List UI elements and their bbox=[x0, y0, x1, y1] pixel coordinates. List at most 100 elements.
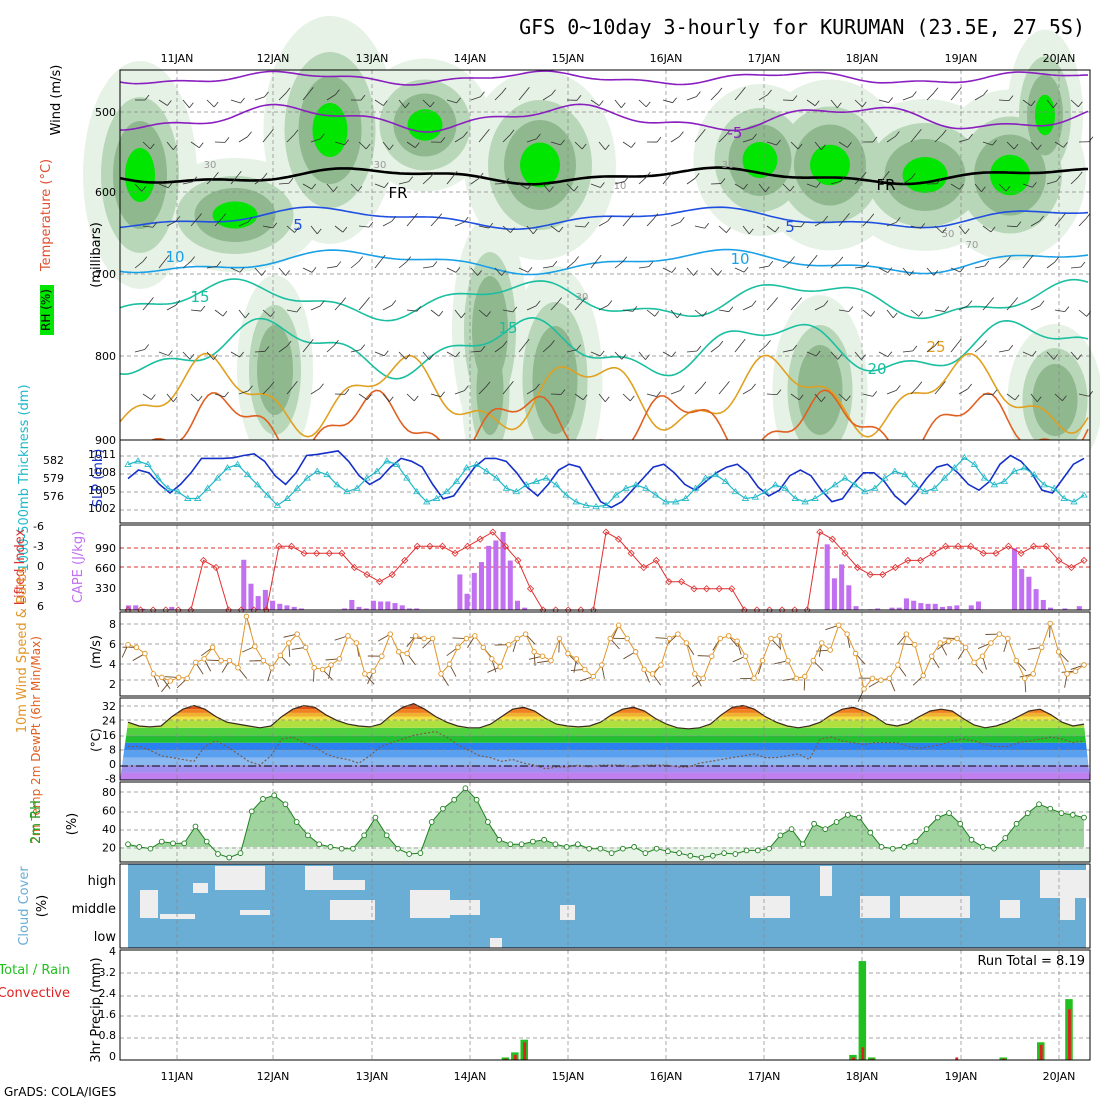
lifted-index-point bbox=[992, 549, 1000, 557]
upper-wind-barb bbox=[974, 94, 984, 101]
upper-wind-barb bbox=[286, 386, 294, 395]
upper-wind-barb-flag bbox=[264, 346, 270, 352]
upper-wind-barb bbox=[662, 267, 673, 273]
upper-wind-barb bbox=[262, 386, 271, 395]
upper-wind-barb bbox=[734, 92, 742, 101]
upper-wind-barb-flag bbox=[480, 91, 485, 98]
rh2m-unit-label: (%) bbox=[65, 813, 80, 836]
isotherm-minus5 bbox=[119, 103, 1089, 133]
upper-wind-barb bbox=[230, 267, 241, 273]
upper-wind-barb-flag bbox=[1039, 215, 1044, 222]
upper-wind-barb bbox=[406, 218, 414, 227]
upper-wind-barb bbox=[718, 309, 729, 313]
rh2m-point bbox=[912, 838, 919, 845]
upper-wind-barb bbox=[214, 393, 225, 398]
rh2m-point bbox=[395, 845, 401, 852]
upper-wind-barb-flag bbox=[460, 312, 466, 319]
upper-wind-barb bbox=[950, 267, 961, 273]
wind10m-point bbox=[150, 671, 157, 677]
lifted-index-point bbox=[275, 542, 283, 550]
upper-wind-barb-flag bbox=[823, 300, 829, 306]
rh-tick: 80 bbox=[102, 786, 116, 799]
upper-wind-barb bbox=[286, 134, 295, 143]
upper-wind-barb-flag bbox=[264, 91, 269, 98]
upper-wind-barb bbox=[1054, 141, 1064, 148]
upper-wind-barb bbox=[646, 218, 655, 227]
upper-wind-barb bbox=[238, 309, 246, 319]
upper-wind-barb bbox=[166, 221, 177, 227]
upper-wind-barb-flag bbox=[142, 256, 148, 262]
upper-wind-barb bbox=[262, 225, 273, 229]
upper-wind-barb bbox=[398, 99, 406, 109]
thickness-point bbox=[960, 453, 969, 461]
upper-wind-barb bbox=[814, 141, 822, 150]
rh2m-point bbox=[968, 836, 975, 843]
rh-shade-green bbox=[902, 157, 948, 193]
wind10m-point bbox=[945, 638, 952, 644]
rh2m-point bbox=[327, 844, 334, 850]
upper-wind-barb-flag bbox=[982, 340, 987, 346]
upper-wind-barb-flag bbox=[696, 91, 701, 97]
thickness-point bbox=[552, 481, 560, 488]
cloud-gap bbox=[215, 866, 265, 890]
upper-wind-barb-flag bbox=[934, 340, 940, 347]
thickness-point bbox=[612, 491, 620, 498]
upper-wind-barb bbox=[142, 225, 153, 228]
wind10m-point bbox=[683, 640, 690, 646]
thickness-point bbox=[701, 474, 710, 481]
cape-bar bbox=[507, 560, 513, 610]
upper-wind-barb bbox=[758, 183, 766, 192]
upper-wind-barb bbox=[886, 389, 897, 395]
thickness-point bbox=[203, 484, 212, 491]
lifted-index-point bbox=[904, 556, 912, 564]
upper-wind-barb bbox=[830, 261, 840, 269]
rh-shade-green bbox=[810, 144, 850, 186]
thickness-point bbox=[662, 498, 670, 505]
rh2m-point bbox=[293, 819, 300, 825]
upper-wind-barb-flag bbox=[366, 394, 372, 400]
temp-color-band bbox=[120, 772, 1090, 780]
rh2m-point bbox=[811, 820, 817, 827]
thickness-point bbox=[672, 498, 680, 505]
upper-wind-barb-flag bbox=[933, 87, 939, 94]
wind10m-point bbox=[1081, 662, 1087, 668]
upper-wind-barb bbox=[502, 134, 511, 143]
slp-tick: 1011 bbox=[88, 448, 116, 461]
upper-wind-barb-flag bbox=[172, 396, 178, 403]
upper-wind-barb-flag bbox=[408, 176, 414, 182]
day-label-top: 20JAN bbox=[1043, 52, 1076, 65]
upper-wind-barb-flag bbox=[456, 97, 461, 104]
thickness-point bbox=[442, 487, 451, 495]
upper-wind-barb-flag bbox=[551, 89, 556, 95]
upper-wind-barb-flag bbox=[432, 261, 438, 267]
day-label-bottom: 17JAN bbox=[748, 1070, 781, 1083]
thickness-point bbox=[213, 474, 222, 481]
upper-wind-barb bbox=[1078, 218, 1087, 227]
cape-bar bbox=[831, 578, 837, 610]
wind10m-point bbox=[455, 644, 461, 651]
thickness-point bbox=[174, 487, 182, 495]
upper-wind-barb-flag bbox=[933, 270, 939, 276]
upper-wind-barb-flag bbox=[598, 100, 604, 106]
upper-wind-barb bbox=[598, 220, 608, 227]
upper-wind-barb bbox=[302, 92, 310, 101]
upper-wind-barb-flag bbox=[838, 256, 844, 263]
rh-shade-dark bbox=[532, 326, 578, 434]
temp-tick: 16 bbox=[102, 729, 116, 742]
upper-wind-barb-flag bbox=[1014, 394, 1020, 401]
wind10m-point bbox=[176, 674, 182, 681]
upper-wind-barb bbox=[1006, 302, 1014, 311]
upper-wind-barb bbox=[302, 343, 310, 353]
upper-wind-barb-flag bbox=[560, 139, 565, 146]
precip-panel-frame bbox=[119, 949, 1091, 1061]
rh2m-point bbox=[552, 841, 559, 848]
lifted-index-point bbox=[891, 563, 899, 572]
upper-wind-barb-flag bbox=[797, 143, 803, 150]
wind10m-point bbox=[937, 640, 943, 646]
upper-wind-barb bbox=[1022, 99, 1032, 107]
wind10m-point bbox=[294, 631, 300, 637]
upper-wind-barb bbox=[214, 309, 224, 317]
upper-wind-barb bbox=[278, 92, 287, 101]
upper-wind-barb bbox=[302, 183, 312, 190]
